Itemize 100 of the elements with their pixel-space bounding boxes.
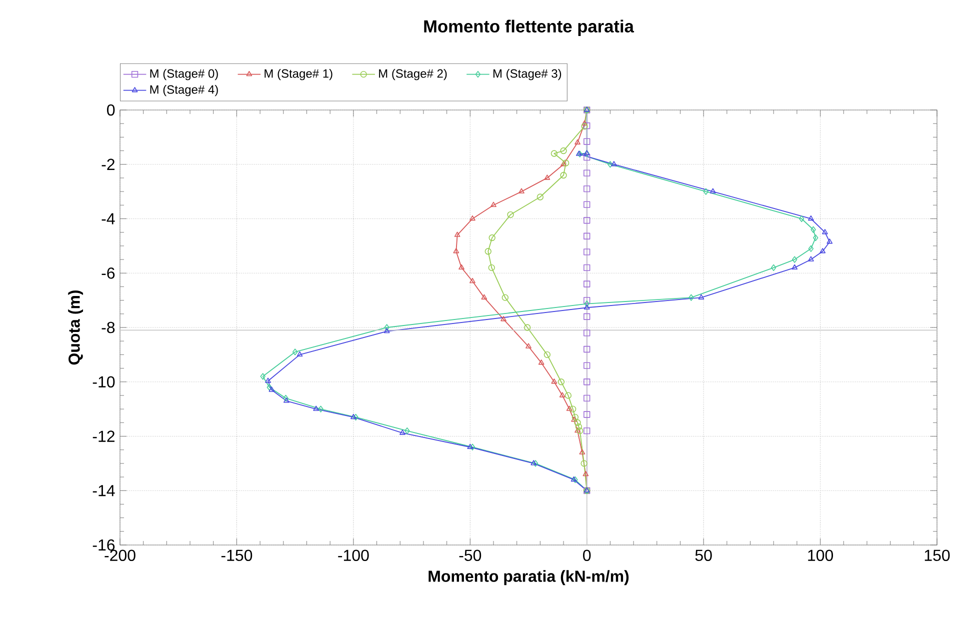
point: [566, 406, 572, 411]
point: [584, 346, 590, 353]
point: [550, 150, 558, 157]
point: [470, 444, 476, 450]
y-tick-label: -4: [102, 213, 115, 224]
legend-label: M (Stage# 0): [150, 68, 218, 80]
point: [536, 194, 544, 200]
point: [574, 419, 581, 426]
point: [470, 215, 476, 221]
point: [584, 201, 590, 208]
point: [575, 423, 582, 430]
point: [808, 245, 814, 252]
y-tick-label: 0: [107, 104, 115, 116]
point: [584, 304, 590, 310]
point: [404, 427, 410, 434]
point: [384, 328, 390, 334]
point: [500, 316, 506, 322]
point: [502, 294, 508, 301]
point: [458, 264, 464, 270]
y-tick-label: -14: [92, 485, 115, 496]
point: [584, 154, 590, 161]
point: [313, 406, 320, 411]
point: [570, 406, 576, 412]
point: [584, 264, 590, 272]
point: [579, 449, 586, 454]
y-tick-label: -6: [102, 267, 115, 279]
point: [584, 138, 590, 145]
point: [558, 378, 565, 386]
point: [792, 256, 798, 263]
point: [584, 427, 590, 434]
point: [799, 215, 804, 222]
point: [574, 139, 580, 144]
point: [582, 470, 589, 476]
point: [318, 406, 324, 412]
legend-label: M (Stage# 4): [150, 84, 218, 96]
point: [518, 188, 524, 194]
point: [470, 278, 476, 284]
point: [584, 217, 590, 224]
point: [808, 256, 814, 262]
point: [822, 228, 828, 234]
point: [283, 394, 288, 402]
point: [350, 414, 356, 420]
point: [266, 384, 272, 391]
x-tick-label: -100: [338, 550, 369, 562]
point: [572, 414, 579, 421]
point: [268, 386, 275, 392]
x-tick-label: -200: [104, 550, 136, 562]
point: [608, 161, 613, 168]
y-tick-label: -12: [92, 430, 114, 442]
point: [574, 427, 580, 433]
point: [584, 378, 590, 386]
point: [544, 351, 551, 358]
point: [484, 248, 492, 255]
point: [582, 120, 588, 126]
legend-label: M (Stage# 1): [264, 68, 332, 80]
point: [584, 300, 590, 308]
y-tick-label: -10: [92, 376, 115, 388]
point: [810, 226, 816, 233]
point: [562, 160, 570, 166]
point: [576, 427, 584, 434]
point: [771, 264, 776, 272]
x-tick-label: 0: [583, 550, 591, 562]
point: [265, 378, 271, 383]
point: [584, 170, 590, 176]
point: [820, 248, 826, 254]
x-tick-label: 100: [808, 550, 834, 562]
point: [260, 373, 266, 380]
y-tick-label: -8: [102, 322, 115, 334]
point: [544, 174, 550, 180]
point: [584, 296, 590, 304]
point: [584, 185, 590, 192]
x-tick-label: 50: [695, 550, 712, 562]
point: [710, 188, 716, 194]
point: [581, 122, 588, 130]
x-tick-label: 150: [924, 550, 950, 562]
point: [488, 234, 496, 242]
point: [551, 378, 558, 384]
point: [813, 234, 818, 242]
point: [584, 330, 590, 336]
point: [490, 202, 496, 208]
point: [698, 294, 704, 300]
point: [584, 411, 590, 418]
y-tick-label: -2: [102, 158, 114, 170]
point: [507, 211, 514, 218]
point: [453, 248, 460, 254]
legend-label: M (Stage# 3): [493, 68, 562, 80]
point: [571, 416, 577, 422]
point: [584, 362, 590, 369]
point: [488, 264, 495, 272]
point: [792, 264, 798, 270]
point: [560, 172, 567, 179]
point: [584, 248, 590, 256]
point: [292, 348, 298, 356]
point: [467, 444, 474, 449]
point: [524, 324, 531, 331]
point: [703, 188, 709, 195]
point: [560, 161, 566, 166]
point: [584, 232, 590, 240]
point: [481, 294, 488, 300]
x-tick-label: -150: [221, 550, 252, 562]
